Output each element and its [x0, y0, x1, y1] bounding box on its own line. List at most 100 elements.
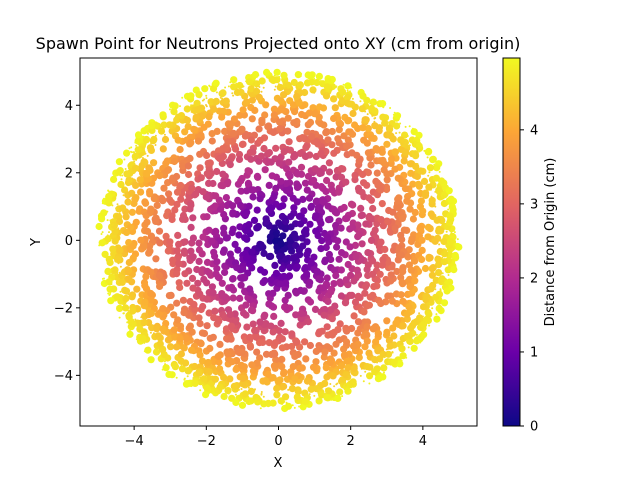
scatter-point: [171, 102, 179, 110]
scatter-point: [433, 198, 436, 201]
scatter-point: [418, 255, 426, 264]
scatter-point: [187, 139, 195, 147]
scatter-point: [119, 265, 122, 268]
scatter-point: [361, 343, 369, 351]
scatter-point: [273, 88, 276, 91]
scatter-point: [299, 195, 307, 203]
scatter-point: [305, 109, 313, 117]
scatter-point: [423, 293, 431, 301]
scatter-point: [399, 280, 407, 288]
scatter-point: [443, 283, 446, 286]
scatter-point: [152, 348, 161, 356]
scatter-point: [174, 316, 182, 324]
scatter-point: [127, 293, 130, 296]
scatter-point: [285, 401, 288, 404]
scatter-point: [258, 77, 266, 85]
scatter-point: [146, 242, 154, 250]
scatter-point: [351, 298, 360, 306]
scatter-point: [332, 221, 340, 230]
scatter-point: [125, 275, 133, 283]
scatter-point: [238, 401, 247, 409]
scatter-point: [266, 72, 269, 74]
scatter-point: [223, 234, 231, 242]
scatter-point: [243, 323, 251, 331]
scatter-point: [435, 269, 443, 277]
scatter-point: [212, 192, 220, 200]
scatter-point: [373, 146, 381, 154]
scatter-point: [215, 91, 218, 94]
scatter-point: [368, 270, 377, 278]
scatter-point: [129, 330, 131, 332]
scatter-point: [173, 172, 181, 181]
scatter-point: [162, 364, 170, 372]
scatter-point: [343, 327, 351, 335]
scatter-point: [401, 185, 410, 193]
scatter-point: [357, 204, 365, 212]
scatter-point: [241, 234, 249, 242]
scatter-point: [202, 193, 210, 201]
scatter-point: [241, 210, 249, 218]
scatter-point: [236, 81, 244, 90]
scatter-point: [320, 311, 328, 319]
scatter-point: [340, 351, 348, 359]
scatter-point: [299, 75, 302, 78]
scatter-point: [362, 116, 370, 124]
scatter-point: [118, 278, 126, 286]
scatter-point: [367, 236, 376, 244]
scatter-point: [166, 238, 174, 246]
scatter-point: [169, 256, 177, 264]
scatter-point: [190, 369, 193, 372]
scatter-point: [443, 279, 446, 282]
scatter-point: [451, 226, 454, 229]
scatter-point: [403, 197, 411, 205]
scatter-point: [447, 208, 450, 211]
scatter-point: [359, 374, 362, 377]
scatter-point: [182, 359, 190, 367]
scatter-point: [424, 233, 432, 241]
scatter-point: [342, 83, 345, 86]
scatter-point: [447, 221, 450, 224]
scatter-point: [299, 85, 302, 88]
scatter-point: [197, 131, 205, 139]
scatter-point: [281, 296, 289, 304]
scatter-point: [247, 397, 255, 405]
scatter-point: [116, 167, 124, 175]
scatter-point: [136, 176, 144, 184]
scatter-point: [350, 364, 358, 372]
scatter-point: [146, 208, 154, 216]
scatter-point: [297, 315, 305, 323]
scatter-point: [134, 141, 137, 144]
scatter-point: [109, 245, 117, 253]
scatter-point: [183, 378, 186, 381]
scatter-point: [118, 316, 121, 319]
scatter-point: [118, 300, 121, 303]
scatter-point: [154, 343, 157, 346]
scatter-point: [205, 104, 207, 106]
scatter-point: [337, 292, 345, 300]
scatter-point: [438, 275, 446, 283]
scatter-point: [237, 281, 245, 289]
scatter-point: [137, 236, 145, 244]
scatter-point: [350, 277, 358, 285]
scatter-point: [114, 260, 117, 263]
scatter-point: [311, 87, 314, 90]
scatter-point: [207, 98, 215, 106]
scatter-point: [183, 115, 186, 118]
scatter-point: [396, 360, 404, 368]
scatter-point: [110, 283, 113, 286]
scatter-point: [123, 304, 126, 307]
scatter-point: [379, 156, 387, 164]
scatter-point: [156, 347, 159, 350]
scatter-point: [147, 346, 150, 349]
scatter-point: [336, 388, 344, 396]
scatter-point: [249, 148, 257, 156]
scatter-point: [300, 72, 303, 75]
scatter-point: [128, 167, 130, 170]
scatter-point: [255, 93, 263, 101]
scatter-point: [434, 273, 437, 276]
scatter-point: [189, 234, 197, 242]
scatter-point: [385, 336, 393, 344]
scatter-point: [349, 90, 351, 93]
scatter-point: [243, 254, 251, 262]
scatter-point: [203, 98, 206, 101]
